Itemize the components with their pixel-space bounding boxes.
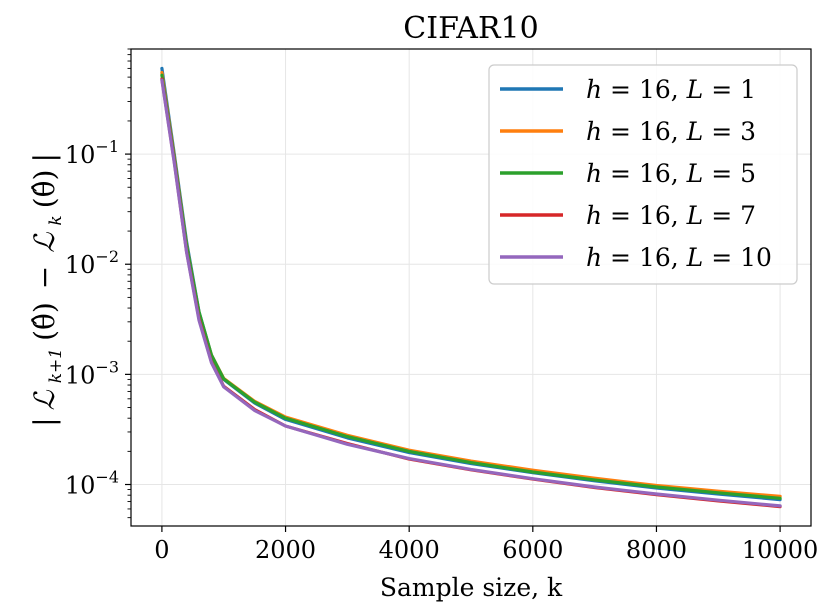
y-axis-ticks: 10−1 10−2 10−3 10−4 xyxy=(65,48,131,519)
y-tick-label: 10−1 xyxy=(65,137,119,169)
x-tick-label: 0 xyxy=(154,536,169,564)
y-label-arg-1: (θ̂) xyxy=(28,302,61,341)
legend: h = 16, L = 1 h = 16, L = 3 h = 16, L = 5 h… xyxy=(488,64,798,285)
y-tick-label: 10−3 xyxy=(65,357,119,389)
legend-label: h = 16, L = 1 xyxy=(586,75,756,104)
legend-item: h = 16, L = 7 xyxy=(500,201,756,230)
x-tick-label: 8000 xyxy=(626,536,687,564)
legend-label: h = 16, L = 10 xyxy=(586,243,772,272)
legend-label: h = 16, L = 5 xyxy=(586,159,756,188)
y-label-arg-2: (θ̂) xyxy=(28,170,61,209)
y-label-sub-1: k+1 xyxy=(46,348,66,383)
y-axis-label: | ℒ k+1 (θ̂) − ℒ k (θ̂) | xyxy=(28,153,68,427)
legend-item: h = 16, L = 5 xyxy=(500,159,756,188)
series-group xyxy=(160,66,782,509)
y-label-bar-open: | xyxy=(28,417,61,426)
x-axis-ticks: 0 2000 4000 6000 8000 10000 xyxy=(154,526,818,564)
svg-text:| ℒ k+1 (θ̂): | ℒ k+1 (θ̂) − ℒ k (θ̂) | xyxy=(28,153,68,427)
legend-label: h = 16, L = 7 xyxy=(586,201,756,230)
legend-item: h = 16, L = 3 xyxy=(500,117,756,146)
y-label-sub-2: k xyxy=(46,215,66,225)
y-tick-label: 10−4 xyxy=(65,468,119,500)
legend-item: h = 16, L = 1 xyxy=(500,75,756,104)
y-label-loss-2: ℒ xyxy=(28,232,61,253)
y-label-bar-close: | xyxy=(28,153,61,162)
legend-box xyxy=(488,64,798,285)
series-line-5 xyxy=(160,78,782,508)
x-tick-label: 10000 xyxy=(742,536,818,564)
x-tick-label: 2000 xyxy=(255,536,316,564)
y-label-minus: − xyxy=(28,266,61,289)
legend-item: h = 16, L = 10 xyxy=(500,243,772,272)
y-tick-label: 10−2 xyxy=(65,247,119,279)
plot-frame xyxy=(130,48,812,527)
y-label-loss-1: ℒ xyxy=(28,389,61,410)
x-tick-label: 6000 xyxy=(502,536,563,564)
x-axis-label: Sample size, k xyxy=(380,573,563,602)
chart-title: CIFAR10 xyxy=(403,11,538,46)
legend-label: h = 16, L = 3 xyxy=(586,117,756,146)
x-tick-label: 4000 xyxy=(379,536,440,564)
